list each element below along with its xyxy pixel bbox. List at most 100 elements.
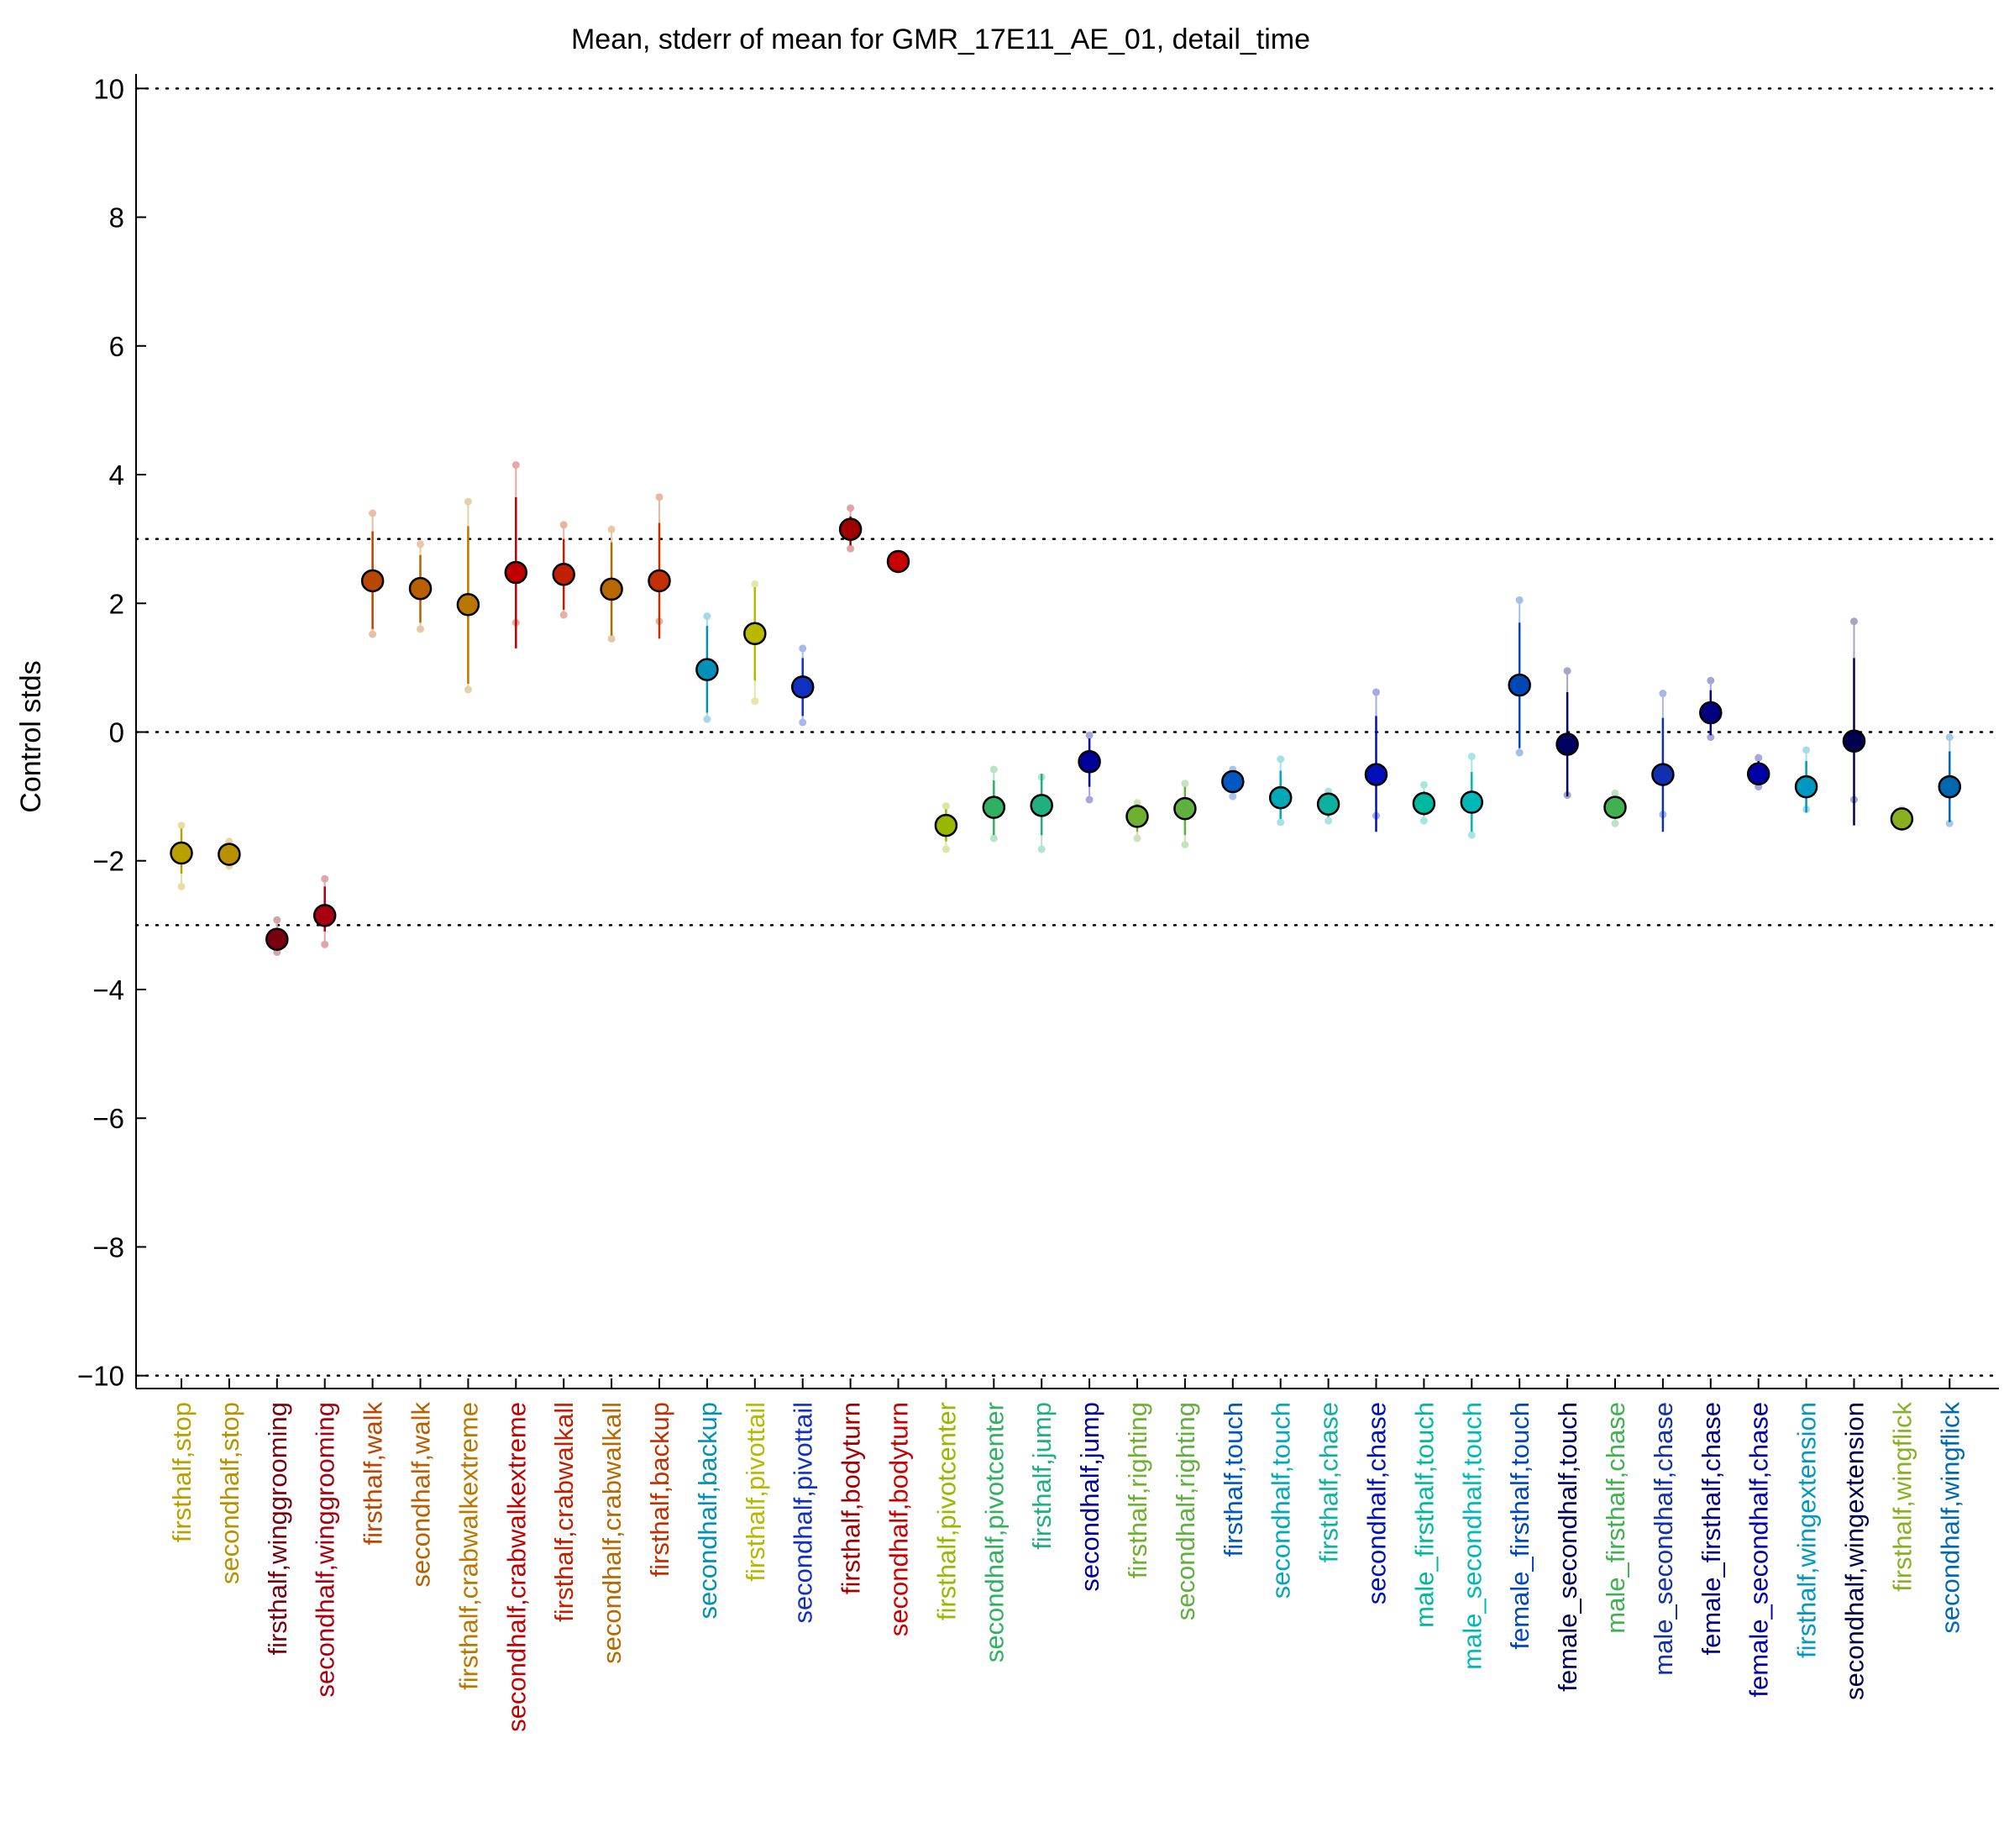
y-tick-label: 6 [109, 331, 124, 362]
x-tick-label: firsthalf,bodyturn [837, 1402, 866, 1594]
x-tick-label: female_firsthalf,touch [1505, 1402, 1534, 1650]
mean-marker [838, 517, 863, 541]
faint-range-dot [1467, 753, 1476, 761]
x-tick-label: firsthalf,righting [1123, 1402, 1152, 1578]
mean-marker [1078, 749, 1101, 774]
faint-range-dot [177, 882, 186, 890]
data-points [170, 517, 1962, 951]
x-tick-label: secondhalf,touch [1267, 1402, 1296, 1599]
faint-range-dot [1085, 731, 1094, 739]
x-tick-label: firsthalf,walk [359, 1402, 388, 1546]
mean-marker [1364, 763, 1388, 786]
x-tick-label: secondhalf,chase [1362, 1402, 1392, 1604]
faint-range-dot [751, 580, 759, 588]
faint-range-dot [1133, 799, 1141, 807]
mean-marker [218, 843, 241, 866]
faint-range-dot [1277, 755, 1285, 764]
mean-marker [1508, 673, 1531, 697]
y-tick-label: −8 [92, 1231, 124, 1263]
x-tick-label: secondhalf,wingflick [1935, 1402, 1964, 1634]
mean-marker [934, 813, 958, 837]
faint-range-dot [1133, 834, 1141, 843]
faint-range-dot [417, 625, 424, 633]
x-tick-label: firsthalf,wingextension [1792, 1402, 1822, 1658]
faint-range-dot [1181, 780, 1189, 788]
mean-marker [265, 927, 289, 951]
mean-marker [1651, 763, 1675, 786]
x-tick-label: male_secondhalf,chase [1649, 1402, 1678, 1676]
mean-marker [170, 841, 193, 865]
mean-marker [1555, 732, 1579, 756]
faint-range-dot [177, 822, 186, 830]
x-tick-label: secondhalf,crabwalkextreme [501, 1402, 531, 1732]
y-tick-label: −10 [77, 1361, 124, 1392]
x-tick-label: firsthalf,jump [1027, 1402, 1057, 1550]
mean-marker [456, 593, 480, 617]
faint-range-dot [799, 718, 807, 727]
mean-marker [1938, 774, 1962, 799]
x-tick-label: secondhalf,pivotcenter [979, 1402, 1009, 1662]
chart-title: Mean, stderr of mean for GMR_17E11_AE_01… [571, 24, 1310, 55]
x-tick-label: secondhalf,walk [407, 1402, 436, 1588]
faint-range-dot [464, 497, 472, 506]
x-tick-label: firsthalf,touch [1219, 1402, 1248, 1557]
faint-range-dot [559, 521, 568, 529]
mean-marker [1460, 790, 1484, 814]
x-tick-label: secondhalf,crabwalkall [597, 1402, 627, 1664]
mean-marker [743, 622, 767, 646]
x-tick-label: female_secondhalf,touch [1553, 1402, 1582, 1692]
x-tick-label: secondhalf,backup [693, 1402, 722, 1620]
faint-range-dot [751, 697, 759, 706]
faint-range-dot [559, 611, 568, 619]
mean-marker [600, 577, 623, 601]
faint-range-dot [1037, 845, 1046, 853]
error-bars [177, 461, 1954, 957]
faint-range-dot [369, 509, 377, 517]
mean-marker [1842, 729, 1866, 753]
x-tick-label: male_secondhalf,touch [1457, 1402, 1487, 1670]
y-tick-label: 2 [109, 588, 124, 619]
faint-range-dot [989, 834, 998, 843]
reference-lines [134, 87, 2001, 1377]
faint-range-dot [655, 493, 664, 501]
faint-range-dot [703, 612, 711, 621]
faint-range-dot [1467, 831, 1476, 839]
x-tick-label: firsthalf,winggrooming [263, 1402, 292, 1656]
faint-range-dot [369, 630, 377, 638]
faint-range-dot [1277, 818, 1285, 827]
faint-range-dot [1611, 789, 1619, 797]
x-tick-label: male_firsthalf,touch [1409, 1402, 1439, 1628]
faint-range-dot [321, 874, 329, 883]
y-tick-label: 10 [93, 73, 124, 104]
x-tick-label: firsthalf,backup [645, 1402, 674, 1578]
faint-range-dot [1850, 617, 1858, 626]
x-tick-label: secondhalf,jump [1075, 1402, 1104, 1592]
y-tick-label: −4 [92, 974, 124, 1005]
mean-marker [1412, 791, 1436, 816]
mean-marker [695, 658, 719, 681]
faint-range-dot [1181, 841, 1189, 849]
faint-range-dot [1324, 816, 1333, 825]
x-tick-label: firsthalf,crabwalkall [549, 1402, 579, 1622]
faint-range-dot [847, 544, 855, 553]
x-tick-label: firsthalf,pivottail [741, 1402, 770, 1582]
faint-range-dot [464, 685, 472, 694]
y-tick-label: 8 [109, 202, 124, 234]
faint-range-dot [1707, 733, 1715, 742]
y-tick-label: −2 [92, 846, 124, 877]
mean-marker [1890, 807, 1914, 831]
mean-marker [1030, 794, 1053, 817]
mean-marker [1173, 796, 1197, 821]
faint-range-dot [703, 715, 711, 723]
mean-marker [312, 904, 337, 927]
x-tick-label: secondhalf,pivottail [789, 1402, 818, 1624]
mean-marker [648, 569, 671, 593]
mean-marker [504, 560, 528, 585]
faint-range-dot [1755, 753, 1763, 762]
x-tick-label: female_secondhalf,chase [1744, 1402, 1774, 1698]
faint-range-dot [417, 540, 424, 549]
faint-range-dot [1659, 690, 1667, 698]
faint-range-dot [1707, 676, 1715, 685]
